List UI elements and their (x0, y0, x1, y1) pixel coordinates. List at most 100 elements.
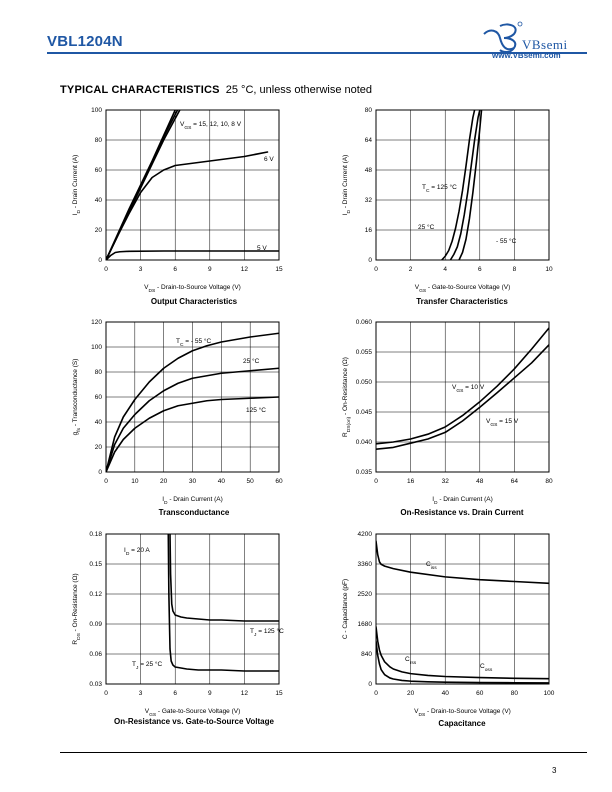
y-tick-label: 20 (95, 227, 103, 234)
x-tick-label: 80 (511, 690, 519, 697)
website-link[interactable]: www.VBsemi.com (492, 51, 561, 60)
y-tick-label: 100 (91, 344, 102, 351)
plot-frame (375, 109, 550, 261)
x-tick-label: 48 (476, 478, 484, 485)
chart-capacitance: 0 20 40 60 80 100 0 840 1680 2520 3360 4200 Ciss Coss… (342, 531, 555, 717)
series-line (449, 110, 481, 260)
chart-output-characteristics: 0 3 6 9 12 15 0 20 40 60 80 100 VGS = 15, 12, 10, 8 … (72, 107, 283, 294)
x-tick-label: 6 (478, 266, 482, 273)
y-tick-label: 0.060 (356, 319, 373, 326)
x-tick-label: 20 (407, 690, 415, 697)
x-tick-label: 8 (513, 266, 517, 273)
x-tick-label: 6 (173, 690, 177, 697)
caption-capacitance: Capacitance (438, 719, 486, 728)
y-tick-label: 0.03 (89, 681, 102, 688)
series-annotation: 6 V (264, 156, 274, 163)
y-tick-label: 60 (95, 394, 103, 401)
series-annotation: 125 °C (246, 406, 266, 414)
x-tick-label: 20 (160, 478, 168, 485)
series-line (167, 534, 279, 672)
y-tick-label: 1680 (358, 621, 373, 628)
x-tick-label: 30 (189, 478, 197, 485)
y-tick-label: 48 (365, 167, 373, 174)
series-annotation: 25 °C (418, 223, 435, 231)
x-axis-label: VGS - Gate-to-Source Voltage (V) (415, 284, 511, 294)
page-number: 3 (552, 766, 557, 775)
series-annotation: VGS = 15 V (486, 418, 519, 428)
y-tick-label: 0 (368, 681, 372, 688)
series-annotation: TJ = 125 °C (250, 627, 284, 638)
series-line (376, 327, 549, 445)
plot-frame (105, 533, 280, 685)
y-tick-label: 0.15 (89, 561, 102, 568)
x-tick-label: 0 (104, 266, 108, 273)
y-tick-label: 0.040 (356, 439, 373, 446)
x-tick-label: 100 (544, 690, 555, 697)
y-tick-label: 100 (91, 107, 102, 114)
x-tick-label: 80 (545, 478, 553, 485)
brand-name: VBsemi (522, 37, 568, 52)
x-tick-label: 16 (407, 478, 415, 485)
x-tick-label: 2 (409, 266, 413, 273)
plot-frame (105, 109, 280, 261)
series-line (169, 534, 279, 622)
x-tick-label: 60 (476, 690, 484, 697)
y-tick-label: 16 (365, 227, 373, 234)
series-annotation: Ciss (426, 561, 437, 571)
series-annotation: VGS = 10 V (452, 384, 485, 394)
x-tick-label: 3 (139, 266, 143, 273)
y-tick-label: 64 (365, 137, 373, 144)
section-title: TYPICAL CHARACTERISTICS (60, 84, 220, 96)
x-tick-label: 60 (275, 478, 283, 485)
y-tick-label: 60 (95, 167, 103, 174)
y-tick-label: 3360 (358, 561, 373, 568)
x-tick-label: 9 (208, 690, 212, 697)
y-tick-label: 20 (95, 444, 103, 451)
x-axis-label: VDS - Drain-to-Source Voltage (V) (144, 284, 241, 294)
series-line (376, 540, 549, 585)
x-tick-label: 10 (545, 266, 553, 273)
caption-rds-vs-vgs: On-Resistance vs. Gate-to-Source Voltage (114, 717, 274, 726)
series-line (106, 151, 269, 260)
x-axis-label: VGS - Gate-to-Source Voltage (V) (145, 708, 241, 718)
series-annotation: TC = - 55 °C (176, 337, 212, 348)
series-line (376, 344, 549, 450)
y-axis-label: gfs - Transconductance (S) (72, 359, 82, 436)
x-tick-label: 50 (247, 478, 255, 485)
caption-output: Output Characteristics (150, 297, 238, 306)
part-number: VBL1204N (47, 33, 123, 50)
series-annotation: Coss (480, 663, 493, 673)
x-tick-label: 0 (374, 478, 378, 485)
series-annotation: ID = 20 A (124, 547, 150, 557)
section-heading: TYPICAL CHARACTERISTICS 25 °C, unless ot… (60, 84, 372, 96)
x-tick-label: 15 (275, 266, 283, 273)
series-annotation: TJ = 25 °C (132, 660, 162, 671)
x-tick-label: 32 (442, 478, 450, 485)
series-line (376, 640, 549, 684)
x-tick-label: 0 (104, 690, 108, 697)
y-tick-label: 2520 (358, 591, 373, 598)
series-line (376, 626, 549, 680)
series-annotation: 25 °C (243, 357, 260, 365)
y-tick-label: 80 (95, 369, 103, 376)
y-tick-label: 840 (361, 651, 372, 658)
x-tick-label: 40 (442, 690, 450, 697)
y-tick-label: 0.055 (356, 349, 373, 356)
plot-frame (375, 321, 550, 473)
y-tick-label: 4200 (358, 531, 373, 538)
y-tick-label: 32 (365, 197, 373, 204)
x-tick-label: 10 (131, 478, 139, 485)
x-tick-label: 0 (374, 690, 378, 697)
y-axis-label: ID - Drain Current (A) (72, 155, 82, 216)
series-annotation: - 55 °C (496, 237, 517, 245)
x-tick-label: 0 (374, 266, 378, 273)
y-tick-label: 40 (95, 197, 103, 204)
x-tick-label: 12 (241, 266, 249, 273)
y-tick-label: 0.06 (89, 651, 102, 658)
y-tick-label: 120 (91, 319, 102, 326)
series-line (440, 110, 476, 260)
x-tick-label: 9 (208, 266, 212, 273)
series-annotation: Crss (405, 656, 417, 666)
y-tick-label: 0.035 (356, 469, 373, 476)
x-tick-label: 0 (104, 478, 108, 485)
